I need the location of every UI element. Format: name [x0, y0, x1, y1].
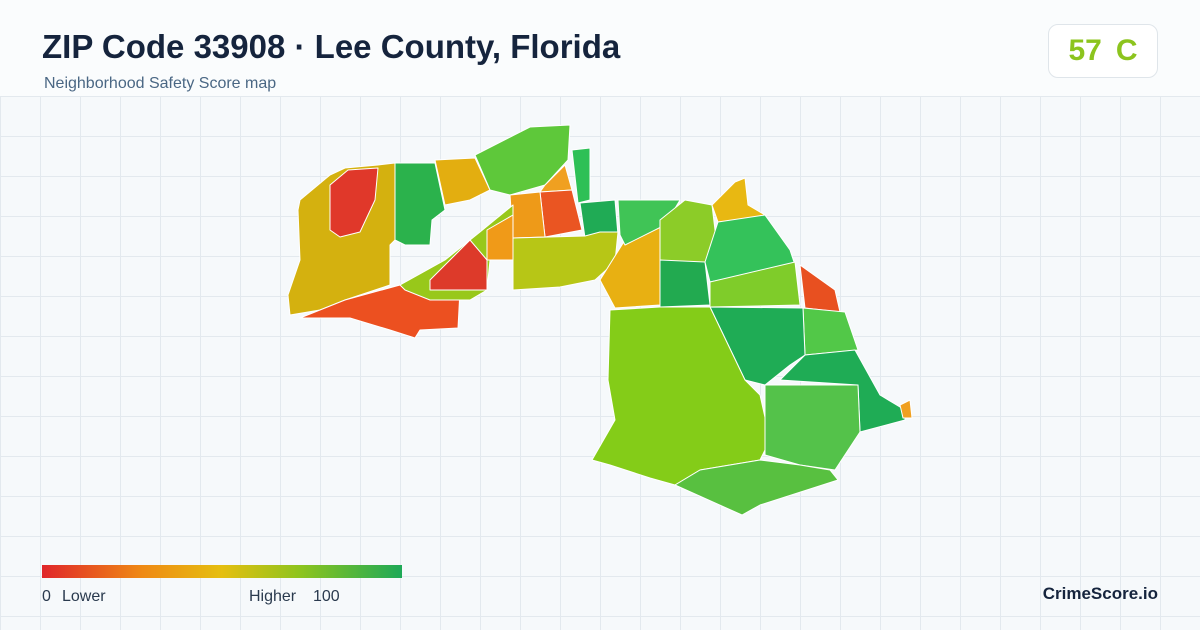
area — [779, 349, 906, 433]
grade: C — [1115, 34, 1138, 67]
area — [329, 167, 379, 238]
area — [802, 307, 859, 356]
area — [434, 157, 491, 206]
area — [764, 384, 861, 471]
legend-low-label: Lower — [62, 588, 106, 605]
legend-max: 100 — [313, 588, 340, 605]
area — [899, 399, 913, 419]
legend-gradient — [42, 565, 402, 578]
score: 57 — [1068, 34, 1102, 67]
score-badge: 57 C — [1048, 24, 1158, 78]
area — [674, 459, 839, 516]
title: ZIP Code 33908 · Lee County, Florida — [42, 28, 621, 65]
area — [571, 147, 591, 204]
area — [709, 261, 801, 308]
area — [474, 124, 571, 196]
area — [711, 177, 766, 223]
area — [299, 284, 461, 339]
area — [539, 189, 583, 238]
area — [509, 191, 546, 239]
brand: CrimeScore.io — [1042, 584, 1158, 603]
area — [394, 162, 446, 246]
zip-areas — [287, 124, 913, 516]
area — [617, 199, 681, 246]
subtitle: Neighborhood Safety Score map — [44, 75, 277, 92]
area — [799, 264, 841, 313]
header-band — [0, 0, 1200, 96]
legend-high-label: Higher — [249, 588, 297, 605]
legend-min: 0 — [42, 588, 51, 605]
area — [429, 239, 488, 291]
area — [659, 259, 711, 308]
